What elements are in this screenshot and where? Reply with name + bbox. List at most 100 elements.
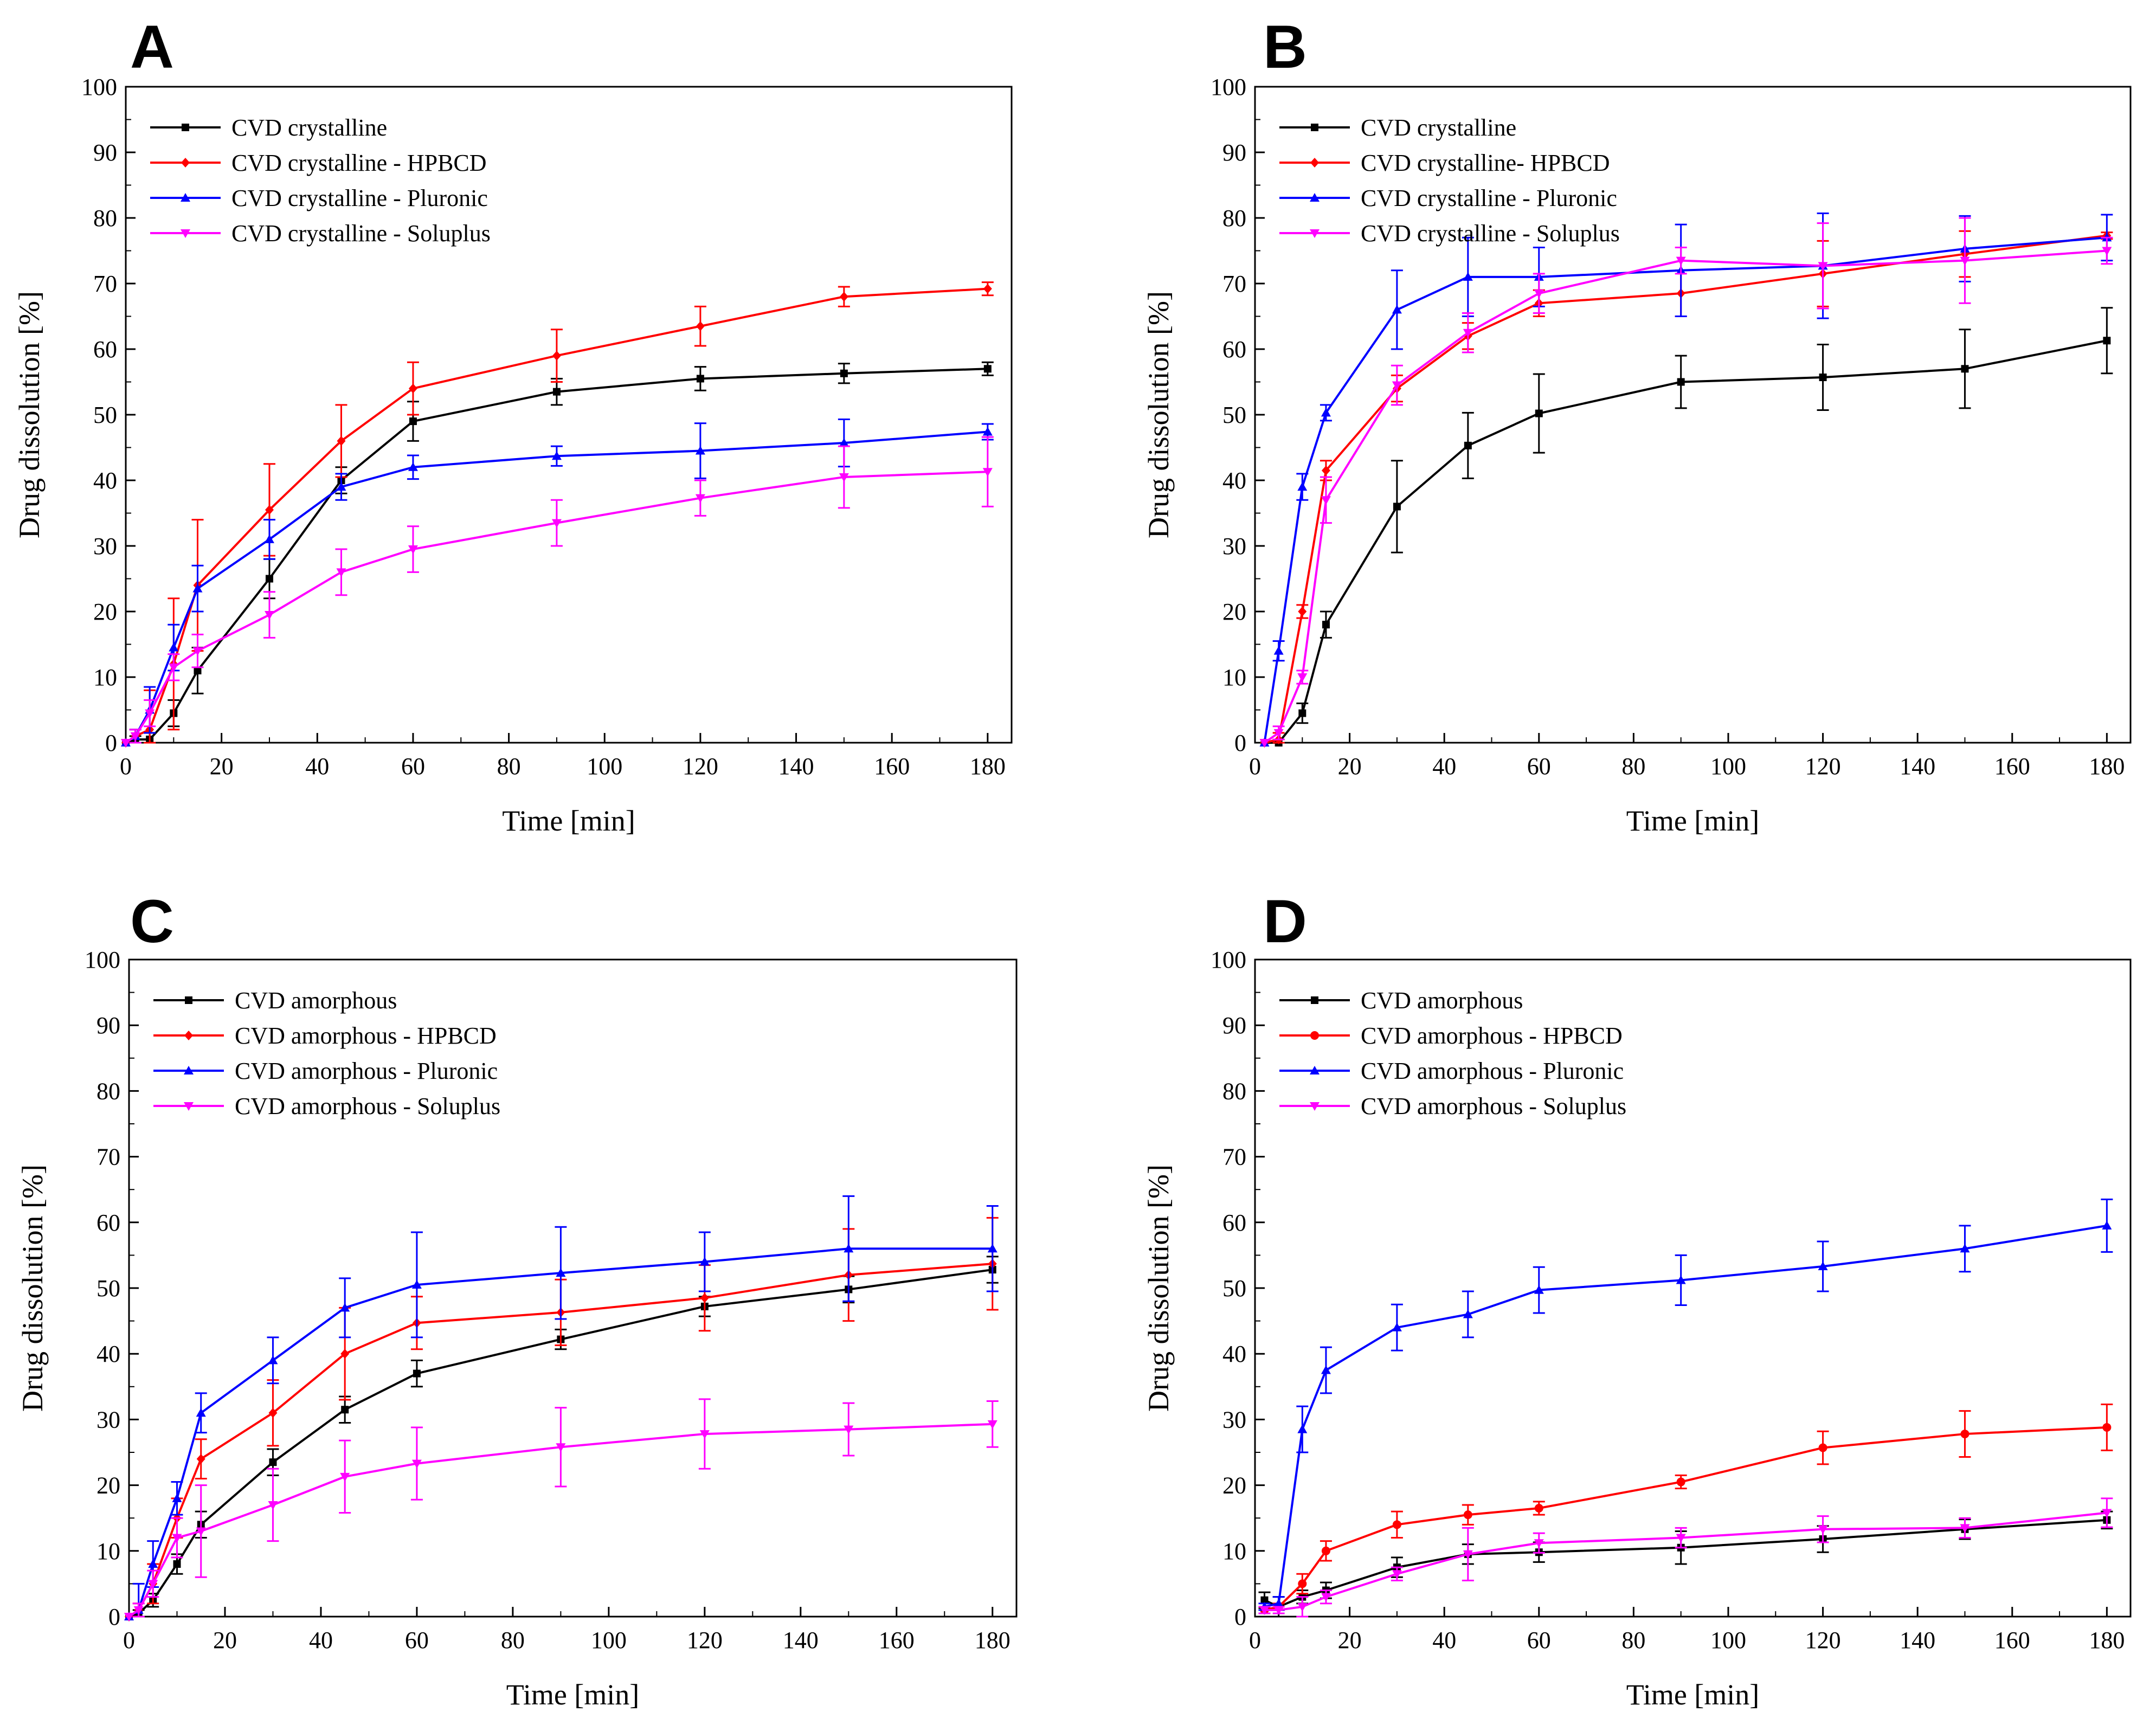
- y-tick-label: 20: [96, 1472, 120, 1499]
- data-point: [695, 446, 705, 455]
- data-point: [1260, 1596, 1269, 1604]
- series-4: [1258, 1497, 2113, 1618]
- y-tick-label: 30: [1222, 1406, 1246, 1433]
- data-point: [696, 321, 705, 331]
- data-point: [552, 351, 561, 361]
- x-tick-label: 120: [1805, 1627, 1841, 1653]
- y-tick-label: 10: [1222, 664, 1246, 691]
- legend-entry: CVD amorphous: [1361, 987, 1523, 1014]
- y-tick-label: 100: [85, 947, 120, 973]
- data-point: [413, 1369, 421, 1378]
- data-point: [264, 611, 274, 620]
- data-point: [1534, 1504, 1543, 1513]
- data-point: [269, 1458, 277, 1466]
- data-point: [1392, 1322, 1402, 1331]
- y-tick-label: 80: [96, 1078, 120, 1104]
- data-point: [987, 1420, 997, 1429]
- series-3: [121, 418, 994, 747]
- panel-letter: A: [130, 13, 174, 81]
- data-point: [192, 647, 203, 656]
- x-axis-title: Time [min]: [506, 1678, 640, 1711]
- x-tick-label: 0: [123, 1627, 135, 1653]
- data-point: [1960, 1244, 1970, 1253]
- data-point: [148, 1559, 158, 1568]
- data-point: [1273, 1606, 1284, 1615]
- legend-marker: [1311, 996, 1318, 1004]
- data-point: [551, 451, 562, 460]
- x-tick-label: 40: [1432, 753, 1456, 780]
- x-tick-label: 160: [874, 753, 910, 780]
- data-point: [982, 427, 993, 436]
- y-tick-label: 40: [96, 1341, 120, 1367]
- legend-entry: CVD crystalline - HPBCD: [231, 150, 487, 176]
- y-tick-label: 90: [93, 139, 117, 166]
- data-point: [700, 1293, 709, 1303]
- data-point: [1463, 1510, 1472, 1520]
- x-tick-label: 20: [213, 1627, 237, 1653]
- data-point: [1259, 739, 1270, 748]
- data-point: [411, 1279, 422, 1289]
- series-line: [125, 471, 988, 744]
- data-point: [196, 1527, 206, 1536]
- data-point: [987, 1244, 997, 1253]
- legend-entry: CVD amorphous - HPBCD: [235, 1022, 497, 1049]
- data-point: [1392, 1570, 1402, 1579]
- data-point: [192, 583, 203, 593]
- series-line: [125, 368, 988, 744]
- x-tick-label: 160: [1994, 1627, 2030, 1653]
- data-point: [1463, 272, 1473, 281]
- x-tick-label: 60: [1527, 753, 1551, 780]
- data-point: [130, 732, 140, 741]
- data-point: [1463, 1550, 1473, 1559]
- data-point: [1676, 1275, 1686, 1284]
- data-point: [408, 545, 418, 555]
- data-point: [1298, 607, 1307, 616]
- x-axis-title: Time [min]: [1626, 805, 1760, 837]
- y-tick-label: 40: [1222, 1341, 1246, 1367]
- x-tick-label: 80: [1621, 1627, 1645, 1653]
- data-point: [1392, 305, 1402, 314]
- x-tick-label: 60: [401, 753, 425, 780]
- data-point: [1321, 496, 1331, 505]
- x-tick-label: 80: [497, 753, 521, 780]
- data-point: [336, 482, 346, 491]
- data-point: [551, 519, 562, 528]
- data-point: [268, 1501, 278, 1510]
- panel-a: A 0 10 20 30 40 50 60 70 80 90 100 0 20 40 60 80 100 120 14…: [13, 13, 1013, 837]
- y-tick-label: 80: [1222, 1078, 1246, 1104]
- y-axis-title: Drug dissolution [%]: [16, 1164, 49, 1412]
- x-tick-label: 140: [1900, 753, 1935, 780]
- series-line: [128, 1247, 993, 1618]
- data-point: [983, 284, 992, 294]
- panel-letter: C: [130, 887, 174, 955]
- x-tick-label: 140: [778, 753, 814, 780]
- data-point: [695, 494, 705, 503]
- data-point: [1676, 256, 1686, 266]
- y-tick-label: 50: [96, 1275, 120, 1302]
- panel-b: B 0 10 20 30 40 50 60 70 80 90 100 0 20 40 60 80 100 120 14…: [1142, 13, 2132, 837]
- y-tick-label: 50: [1222, 402, 1246, 428]
- data-point: [265, 505, 274, 515]
- y-tick-label: 10: [1222, 1538, 1246, 1565]
- legend-entry: CVD crystalline - Pluronic: [231, 185, 488, 211]
- data-point: [133, 1606, 144, 1615]
- data-point: [341, 1406, 349, 1414]
- y-tick-label: 20: [1222, 1472, 1246, 1499]
- data-point: [1818, 1525, 1828, 1534]
- data-point: [1297, 673, 1308, 682]
- y-tick-label: 60: [96, 1209, 120, 1236]
- data-point: [268, 1355, 278, 1365]
- series-1: [122, 361, 994, 747]
- y-tick-label: 0: [1234, 730, 1246, 756]
- y-tick-label: 60: [1222, 336, 1246, 363]
- x-tick-label: 180: [2089, 753, 2125, 780]
- legend-entry: CVD crystalline - Soluplus: [231, 220, 491, 247]
- data-point: [172, 1493, 182, 1502]
- data-point: [1259, 1606, 1270, 1615]
- data-point: [1273, 646, 1284, 655]
- legend-marker: [181, 158, 190, 168]
- data-point: [839, 438, 849, 447]
- data-point: [1298, 1579, 1307, 1588]
- y-tick-label: 70: [96, 1144, 120, 1170]
